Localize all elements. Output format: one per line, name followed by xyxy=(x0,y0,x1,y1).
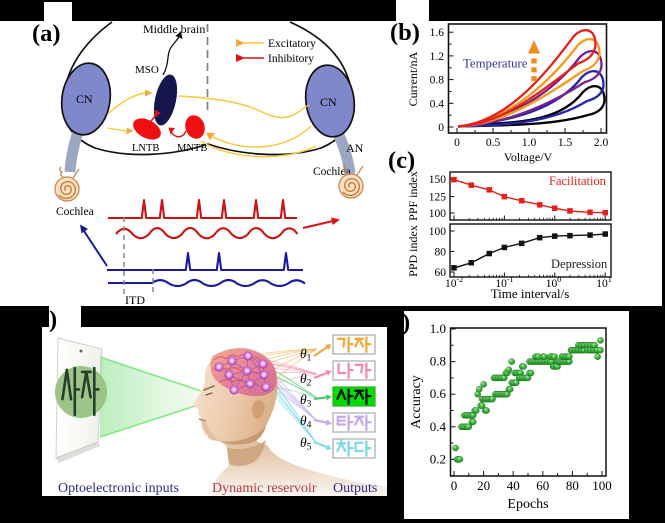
svg-text:Excitatory: Excitatory xyxy=(268,38,316,50)
svg-text:1.5: 1.5 xyxy=(558,137,573,149)
svg-text:(b): (b) xyxy=(390,19,420,46)
svg-text:80: 80 xyxy=(435,247,447,259)
svg-text:100: 100 xyxy=(592,478,612,493)
svg-text:Middle brain: Middle brain xyxy=(143,22,205,36)
svg-text:Cochlea: Cochlea xyxy=(313,166,351,178)
svg-text:Facilitation: Facilitation xyxy=(549,174,607,188)
svg-text:Time interval/s: Time interval/s xyxy=(491,286,570,301)
svg-text:20: 20 xyxy=(477,478,490,493)
svg-text:): ) xyxy=(49,306,57,333)
svg-text:Outputs: Outputs xyxy=(333,481,377,496)
svg-text:60: 60 xyxy=(536,478,549,493)
svg-text:θ4: θ4 xyxy=(300,413,312,431)
svg-text:100: 100 xyxy=(429,208,447,220)
svg-text:Voltage/V: Voltage/V xyxy=(504,150,553,164)
svg-text:0: 0 xyxy=(451,478,458,493)
svg-text:Temperature: Temperature xyxy=(463,57,528,71)
svg-text:MNTB: MNTB xyxy=(177,143,207,154)
svg-text:125: 125 xyxy=(429,192,447,204)
svg-text:0: 0 xyxy=(454,137,460,149)
svg-text:AN: AN xyxy=(346,141,364,155)
svg-text:80: 80 xyxy=(566,478,579,493)
svg-text:CN: CN xyxy=(320,95,337,109)
svg-text:0.4: 0.4 xyxy=(430,98,445,110)
svg-text:Depression: Depression xyxy=(551,257,608,271)
svg-text:(c): (c) xyxy=(388,147,415,174)
svg-text:Optoelectronic inputs: Optoelectronic inputs xyxy=(58,481,179,496)
svg-text:100: 100 xyxy=(429,226,447,238)
svg-text:Inhibitory: Inhibitory xyxy=(268,53,314,65)
svg-text:Cochlea: Cochlea xyxy=(56,206,94,218)
svg-text:0: 0 xyxy=(438,122,444,134)
svg-text:2.0: 2.0 xyxy=(594,137,609,149)
svg-text:θ1: θ1 xyxy=(300,346,312,364)
svg-text:150: 150 xyxy=(429,174,447,186)
svg-text:CN: CN xyxy=(76,92,93,106)
svg-text:0.5: 0.5 xyxy=(486,137,501,149)
svg-text:Current/nA: Current/nA xyxy=(406,51,420,106)
svg-text:40: 40 xyxy=(507,478,520,493)
svg-text:1.2: 1.2 xyxy=(430,51,445,63)
svg-text:1.0: 1.0 xyxy=(430,321,446,336)
svg-text:0.8: 0.8 xyxy=(430,75,445,87)
svg-text:1.6: 1.6 xyxy=(430,27,445,39)
svg-text:PPF index: PPF index xyxy=(406,171,420,221)
svg-text:0.8: 0.8 xyxy=(430,354,446,369)
svg-text:60: 60 xyxy=(435,267,447,279)
svg-text:Epochs: Epochs xyxy=(507,497,548,512)
svg-text:Accuracy: Accuracy xyxy=(409,375,424,429)
svg-text:1.0: 1.0 xyxy=(522,137,537,149)
svg-text:0.2: 0.2 xyxy=(430,451,446,466)
svg-text:(a): (a) xyxy=(32,20,61,47)
svg-text:0.4: 0.4 xyxy=(430,419,447,434)
svg-text:LNTB: LNTB xyxy=(132,143,159,154)
svg-text:PPD index: PPD index xyxy=(406,225,420,277)
svg-text:): ) xyxy=(402,309,410,336)
svg-text:θ5: θ5 xyxy=(300,435,312,453)
svg-text:0.6: 0.6 xyxy=(430,386,447,401)
svg-text:Dynamic reservoir: Dynamic reservoir xyxy=(212,481,317,496)
svg-text:MSO: MSO xyxy=(135,64,159,76)
svg-text:ITD: ITD xyxy=(125,293,145,307)
svg-text:θ3: θ3 xyxy=(300,392,312,410)
svg-text:θ2: θ2 xyxy=(300,371,312,389)
